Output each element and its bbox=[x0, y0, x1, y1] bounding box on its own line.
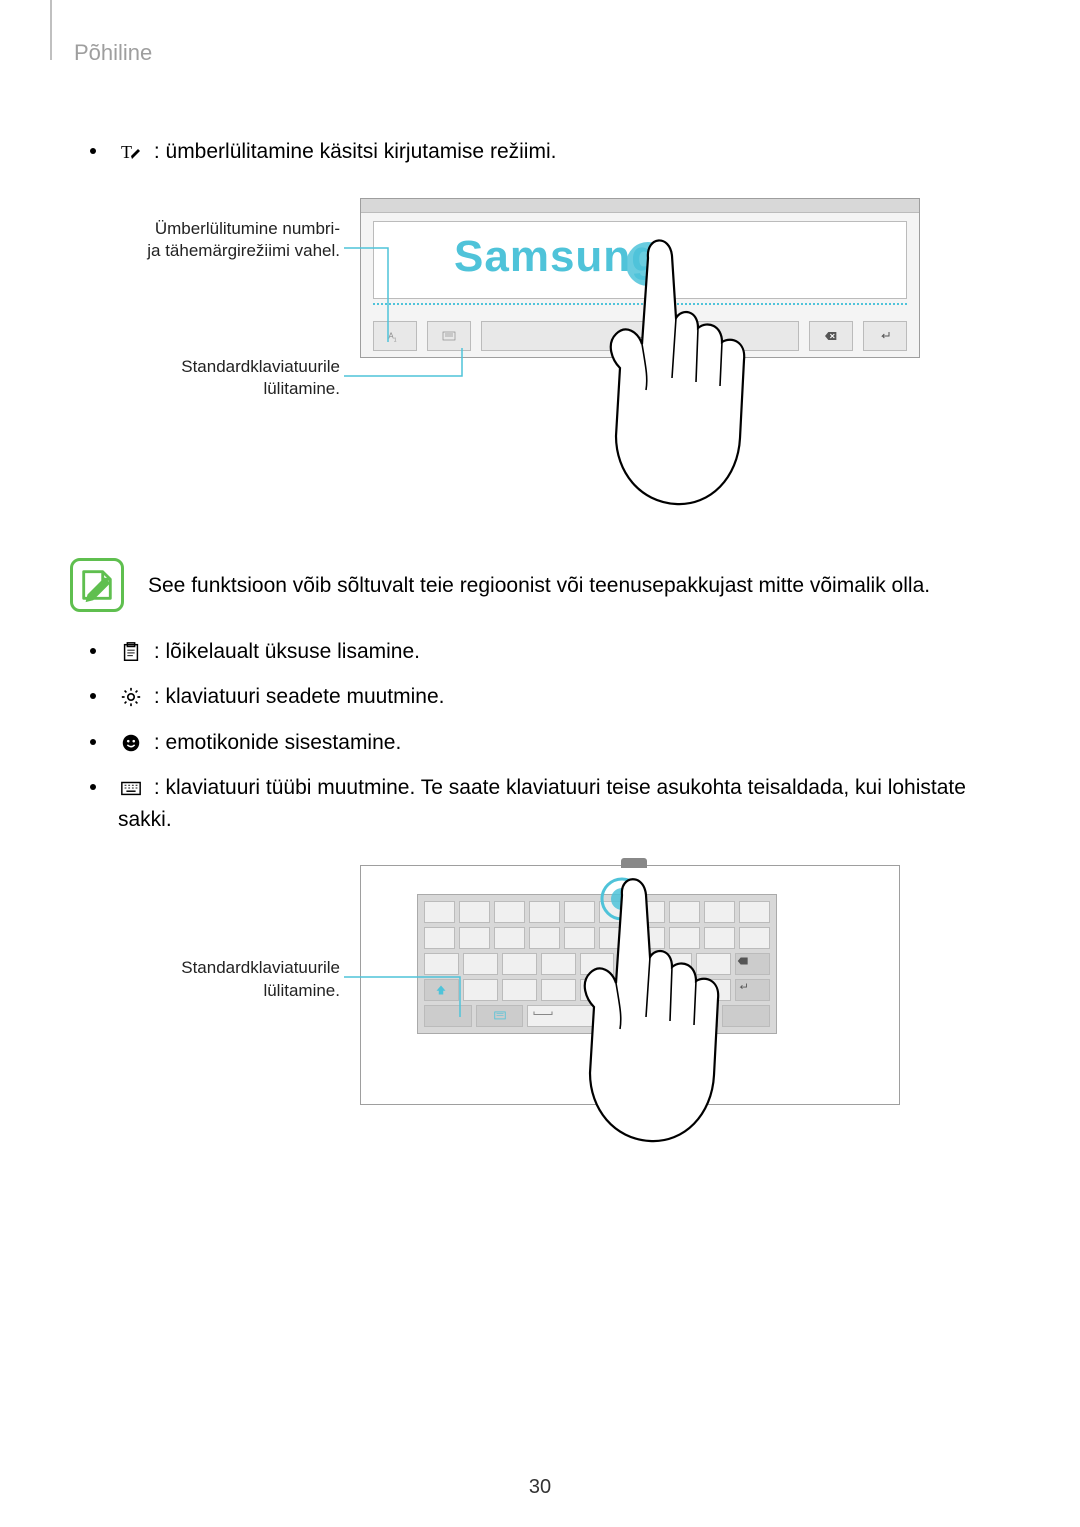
sym-key[interactable] bbox=[424, 1005, 472, 1027]
key[interactable] bbox=[494, 901, 525, 923]
key[interactable] bbox=[463, 953, 498, 975]
hand-illustration-2 bbox=[570, 875, 810, 1175]
bullet-marker bbox=[90, 148, 96, 154]
bullet-marker bbox=[90, 648, 96, 654]
bullet-label: : emotikonide sisestamine. bbox=[154, 731, 401, 754]
key[interactable] bbox=[424, 953, 459, 975]
key[interactable] bbox=[494, 927, 525, 949]
bullet-settings: : klaviatuuri seadete muutmine. bbox=[90, 681, 1010, 713]
bullet-marker bbox=[90, 784, 96, 790]
key[interactable] bbox=[529, 927, 560, 949]
enter-button[interactable] bbox=[863, 321, 907, 351]
bullet-text: T : ümberlülitamine käsitsi kirjutamise … bbox=[118, 136, 1010, 168]
page: Põhiline T : ümberlülitamine käsitsi kir… bbox=[0, 0, 1080, 1527]
key[interactable] bbox=[459, 901, 490, 923]
bullet-label: : ümberlülitamine käsitsi kirjutamise re… bbox=[154, 140, 557, 163]
figure-floating-keyboard: Standardklaviatuurile lülitamine. bbox=[160, 865, 920, 1165]
bullet-marker bbox=[90, 693, 96, 699]
note-text: See funktsioon võib sõltuvalt teie regio… bbox=[148, 558, 930, 602]
shift-key[interactable] bbox=[424, 979, 459, 1001]
key[interactable] bbox=[424, 927, 455, 949]
std-keyboard-key[interactable] bbox=[476, 1005, 524, 1027]
clipboard-icon bbox=[118, 639, 144, 665]
svg-text:1: 1 bbox=[394, 337, 397, 343]
bullet-keyboard-type: : klaviatuuri tüübi muutmine. Te saate k… bbox=[90, 772, 1010, 835]
panel-topbar bbox=[361, 199, 919, 213]
note-block: See funktsioon võib sõltuvalt teie regio… bbox=[70, 558, 1010, 612]
keyboard-icon bbox=[118, 775, 144, 801]
key[interactable] bbox=[502, 979, 537, 1001]
svg-text:T: T bbox=[121, 142, 132, 162]
std-keyboard-button[interactable] bbox=[427, 321, 471, 351]
bullet-emoji: : emotikonide sisestamine. bbox=[90, 727, 1010, 759]
callout-std-keyboard-1: Standardklaviatuurile lülitamine. bbox=[140, 356, 340, 402]
key[interactable] bbox=[529, 901, 560, 923]
key[interactable] bbox=[424, 901, 455, 923]
bullet-marker bbox=[90, 739, 96, 745]
smiley-icon bbox=[118, 730, 144, 756]
figure-handwriting-panel: Ümberlülitumine numbri- ja tähemärgireži… bbox=[160, 198, 920, 518]
note-icon bbox=[70, 558, 124, 612]
page-number: 30 bbox=[0, 1476, 1080, 1499]
key[interactable] bbox=[463, 979, 498, 1001]
left-margin-border bbox=[50, 0, 52, 60]
gear-icon bbox=[118, 684, 144, 710]
bullet-clipboard: : lõikelaualt üksuse lisamine. bbox=[90, 636, 1010, 668]
hand-illustration-1 bbox=[590, 228, 850, 528]
bullet-handwriting-mode: T : ümberlülitamine käsitsi kirjutamise … bbox=[90, 136, 1010, 168]
mode-toggle-button[interactable]: A1 bbox=[373, 321, 417, 351]
key[interactable] bbox=[459, 927, 490, 949]
page-header: Põhiline bbox=[74, 40, 1010, 66]
bullet-label: : lõikelaualt üksuse lisamine. bbox=[154, 640, 420, 663]
key[interactable] bbox=[502, 953, 537, 975]
bullet-label: : klaviatuuri tüübi muutmine. Te saate k… bbox=[118, 776, 966, 831]
callout-mode-switch: Ümberlülitumine numbri- ja tähemärgireži… bbox=[140, 218, 340, 264]
handwriting-icon: T bbox=[118, 139, 144, 165]
bullet-label: : klaviatuuri seadete muutmine. bbox=[154, 685, 445, 708]
callout-std-keyboard-2: Standardklaviatuurile lülitamine. bbox=[140, 957, 340, 1003]
drag-handle[interactable] bbox=[621, 858, 647, 868]
